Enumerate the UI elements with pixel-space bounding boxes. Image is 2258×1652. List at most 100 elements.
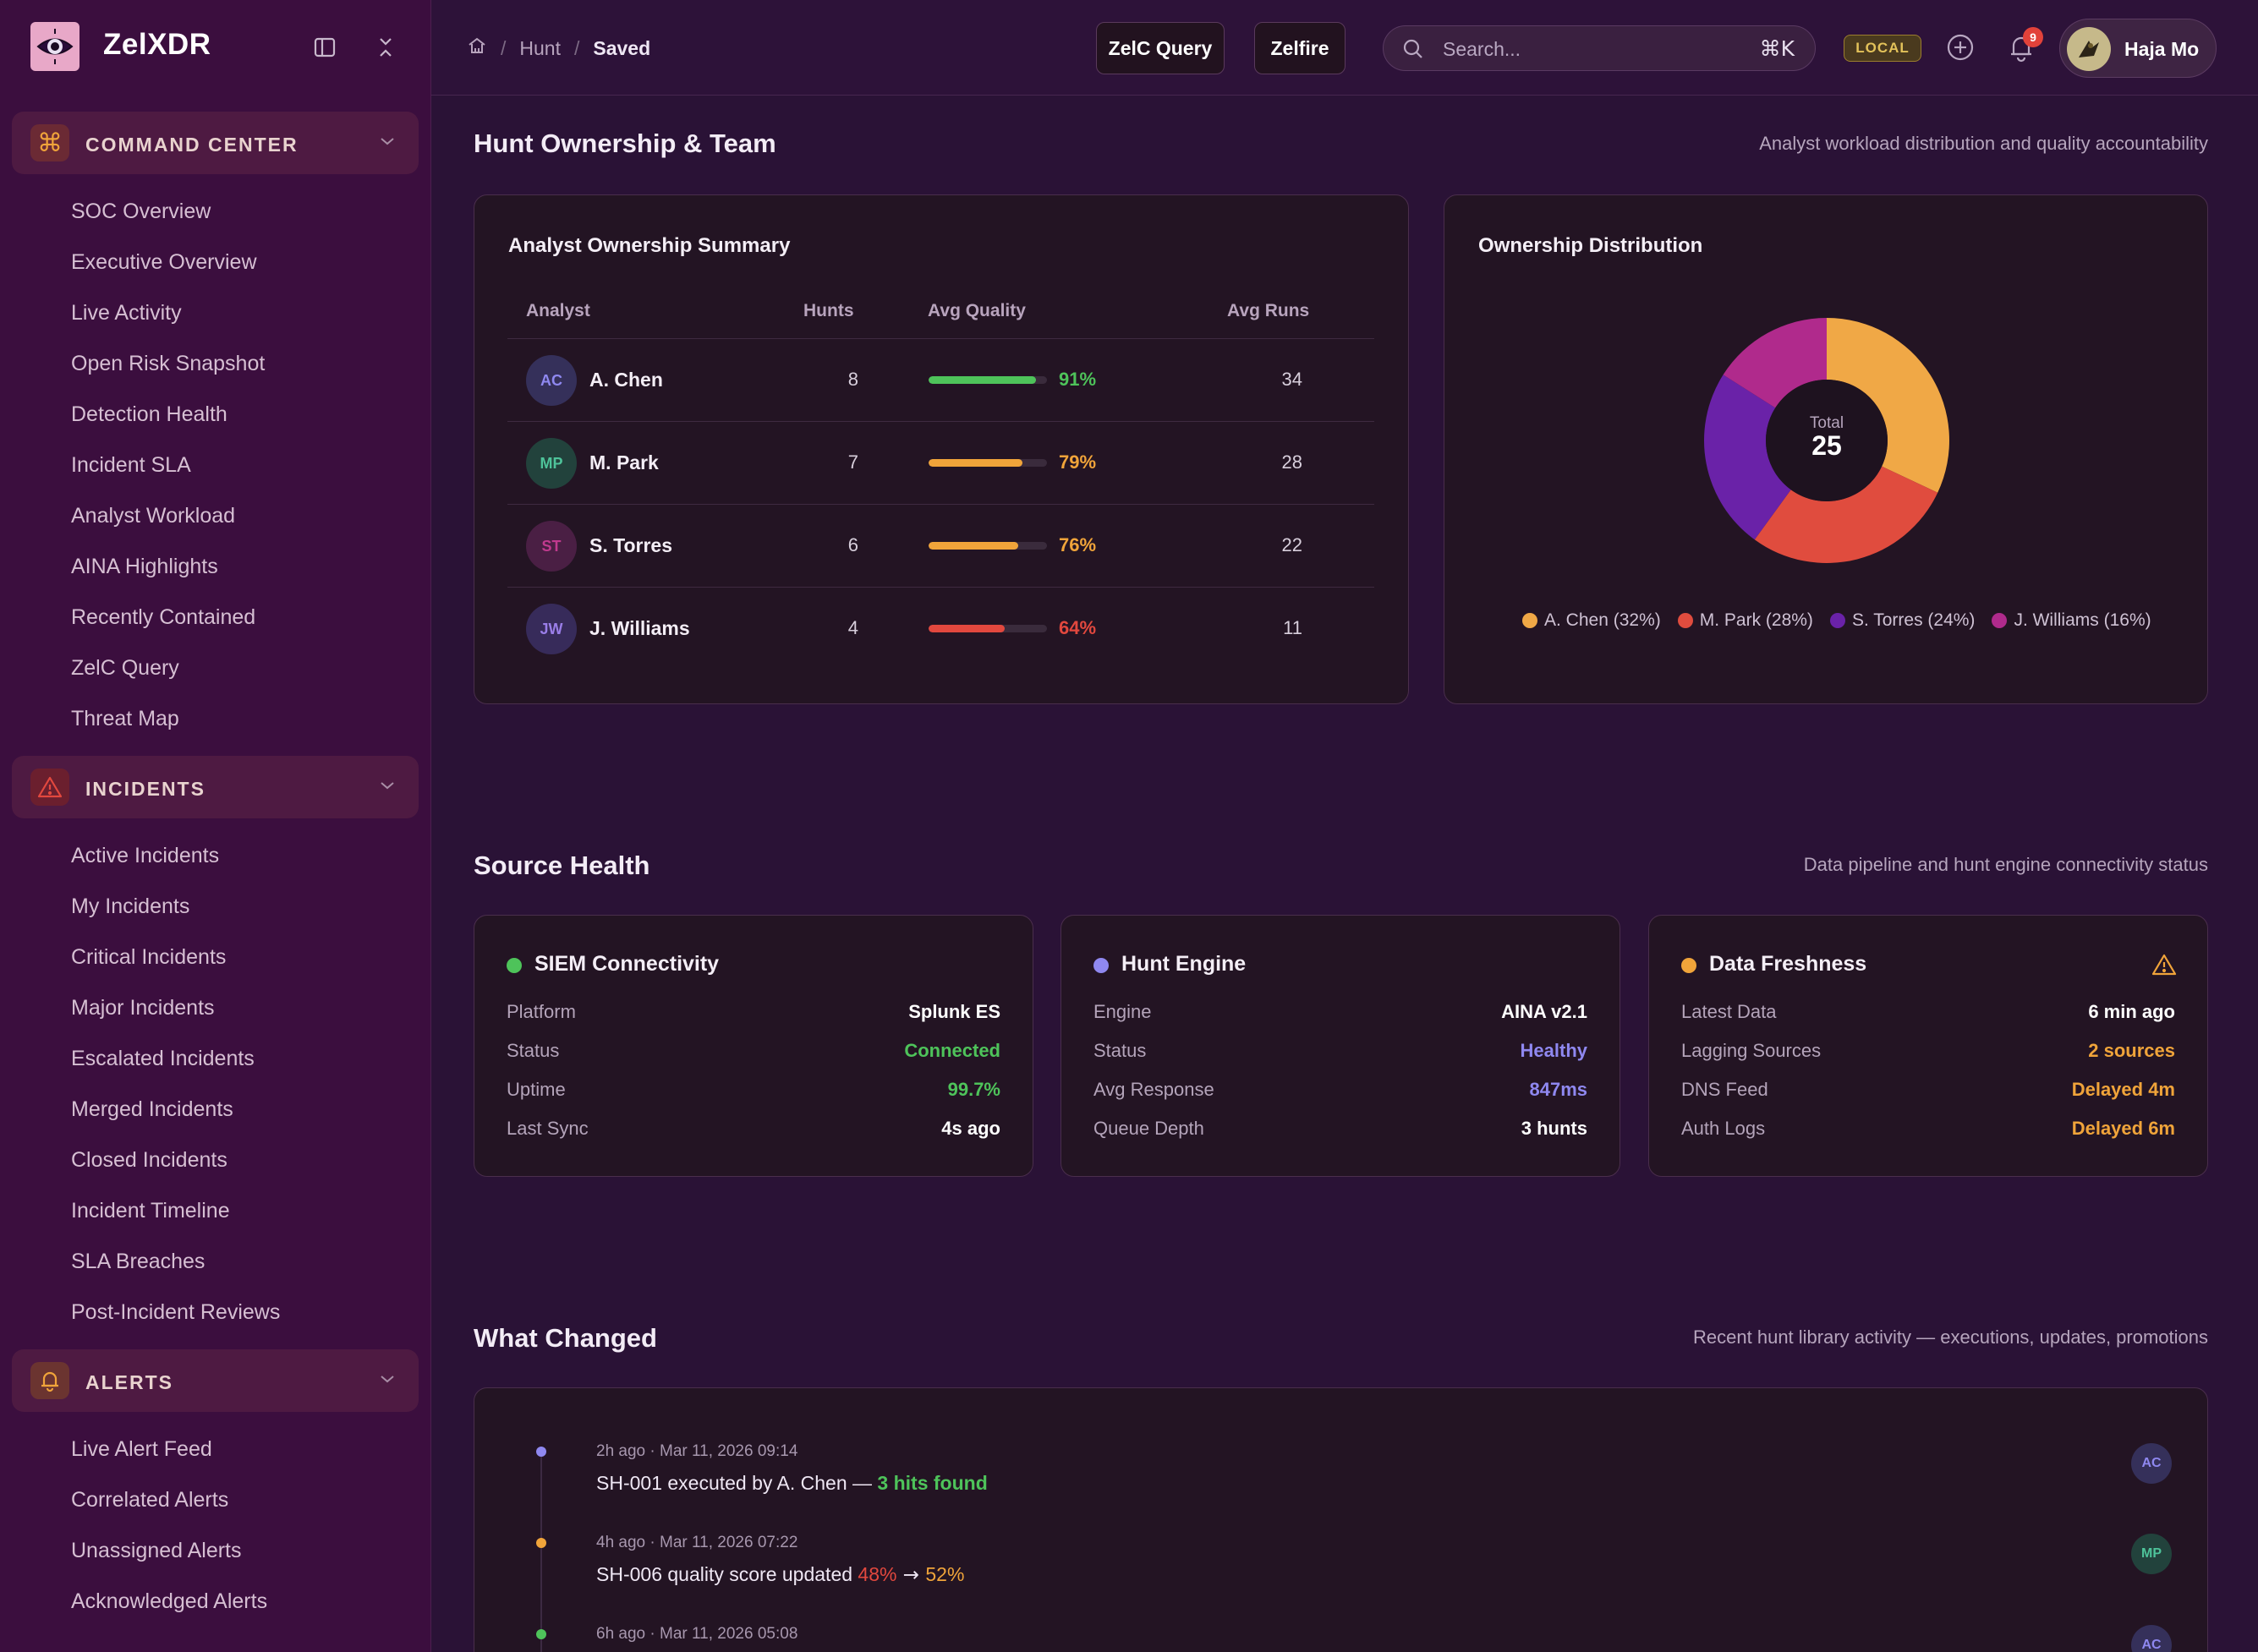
kv-row: Queue Depth 3 hunts: [1093, 1118, 1587, 1143]
sidebar-item-zelc-query[interactable]: ZelC Query: [71, 656, 179, 680]
legend-swatch: [1677, 613, 1693, 628]
donut-slice-s-torres[interactable]: [1704, 375, 1791, 540]
search-input[interactable]: Search... ⌘K: [1383, 25, 1816, 71]
table-row[interactable]: ST S. Torres 6 76% 22: [507, 504, 1374, 587]
sidebar-item-open-risk-snapshot[interactable]: Open Risk Snapshot: [71, 352, 266, 375]
sidebar-item-correlated-alerts[interactable]: Correlated Alerts: [71, 1488, 229, 1512]
sidebar-item-sla-breaches[interactable]: SLA Breaches: [71, 1250, 206, 1273]
sidebar-item-critical-incidents[interactable]: Critical Incidents: [71, 945, 227, 969]
table-row[interactable]: AC A. Chen 8 91% 34: [507, 338, 1374, 421]
add-circle-icon[interactable]: [1945, 32, 1976, 67]
legend-item: J. Williams (16%): [1992, 610, 2151, 631]
nav-group-incidents[interactable]: INCIDENTS: [12, 756, 419, 818]
siem-connectivity-card: SIEM Connectivity Platform Splunk ES Stat…: [474, 915, 1033, 1177]
quality-bar-fill: [929, 459, 1022, 467]
event-meta: 2h ago · Mar 11, 2026 09:14: [596, 1442, 797, 1461]
sidebar-item-live-alert-feed[interactable]: Live Alert Feed: [71, 1437, 212, 1461]
donut-total-value: 25: [1811, 430, 1842, 461]
warning-icon: [30, 769, 69, 806]
sidebar-item-merged-incidents[interactable]: Merged Incidents: [71, 1097, 233, 1121]
status-dot: [1681, 958, 1696, 973]
legend-item: S. Torres (24%): [1829, 610, 1976, 631]
card-title: Data Freshness: [1709, 952, 1867, 976]
legend-label: S. Torres (24%): [1851, 610, 1976, 630]
quality-bar-fill: [929, 542, 1019, 550]
event-text[interactable]: SH-006 quality score updated 48% → 52%: [596, 1563, 964, 1586]
event-ago: 6h ago: [596, 1625, 646, 1643]
sidebar-item-post-incident-reviews[interactable]: Post-Incident Reviews: [71, 1300, 281, 1324]
event-description: SH-006 quality score updated: [596, 1563, 858, 1585]
nav-group-command-center[interactable]: ⌘ COMMAND CENTER: [12, 112, 419, 174]
home-icon[interactable]: [467, 36, 487, 61]
sidebar-item-aina-highlights[interactable]: AINA Highlights: [71, 555, 218, 578]
sidebar-item-threat-map[interactable]: Threat Map: [71, 707, 179, 730]
sidebar-toggle-icon[interactable]: [310, 32, 340, 63]
collapse-icon[interactable]: [370, 32, 401, 63]
avatar: AC: [526, 355, 577, 406]
donut-slice-m-park[interactable]: [1754, 466, 1938, 563]
status-dot: [1093, 958, 1109, 973]
zelc-query-button[interactable]: ZelC Query: [1096, 22, 1225, 74]
sidebar-item-active-incidents[interactable]: Active Incidents: [71, 844, 220, 867]
sidebar-item-executive-overview[interactable]: Executive Overview: [71, 250, 257, 274]
kv-row: DNS Feed Delayed 4m: [1681, 1079, 2175, 1104]
sidebar-item-major-incidents[interactable]: Major Incidents: [71, 996, 215, 1020]
breadcrumb-separator: /: [501, 36, 507, 59]
sidebar-item-incident-timeline[interactable]: Incident Timeline: [71, 1199, 230, 1223]
sidebar-item-soc-overview[interactable]: SOC Overview: [71, 200, 211, 223]
timeline-line: [540, 1448, 542, 1652]
legend-label: A. Chen (32%): [1544, 610, 1661, 630]
sidebar-item-closed-incidents[interactable]: Closed Incidents: [71, 1148, 227, 1172]
activity-timeline-card: [474, 1387, 2208, 1652]
donut-slice-j-williams[interactable]: [1723, 318, 1827, 408]
kv-label: Auth Logs: [1681, 1118, 1766, 1139]
user-name: Haja Mo: [2124, 38, 2200, 60]
chevron-down-icon: [380, 780, 395, 795]
sidebar-item-detection-health[interactable]: Detection Health: [71, 402, 227, 426]
zelfire-button[interactable]: Zelfire: [1254, 22, 1345, 74]
col-header-avg-quality: Avg Quality: [928, 301, 1026, 320]
breadcrumb-parent[interactable]: Hunt: [519, 36, 561, 59]
event-meta: 6h ago · Mar 11, 2026 05:08: [596, 1625, 797, 1644]
sidebar-item-unassigned-alerts[interactable]: Unassigned Alerts: [71, 1539, 242, 1562]
legend-swatch: [1992, 613, 2008, 628]
app-name: ZelXDR: [103, 28, 211, 61]
user-menu[interactable]: Haja Mo: [2059, 19, 2217, 78]
sidebar-item-recently-contained[interactable]: Recently Contained: [71, 605, 256, 629]
avg-runs: 34: [1281, 369, 1302, 390]
breadcrumb-current: Saved: [593, 36, 651, 59]
status-dot: [507, 958, 522, 973]
sidebar-item-live-activity[interactable]: Live Activity: [71, 301, 182, 325]
quality-percent: 64%: [1059, 617, 1097, 638]
sidebar-item-acknowledged-alerts[interactable]: Acknowledged Alerts: [71, 1589, 268, 1613]
eye-logo-icon[interactable]: [30, 22, 79, 71]
event-meta-separator: ·: [649, 1625, 655, 1643]
quality-bar: [929, 376, 1047, 384]
event-to-value: 52%: [925, 1563, 965, 1585]
sidebar-item-incident-sla[interactable]: Incident SLA: [71, 453, 191, 477]
nav-group-alerts[interactable]: ALERTS: [12, 1349, 419, 1412]
sidebar-item-my-incidents[interactable]: My Incidents: [71, 894, 190, 918]
kv-label: Lagging Sources: [1681, 1040, 1822, 1061]
table-row[interactable]: JW J. Williams 4 64% 11: [507, 587, 1374, 670]
quality-bar: [929, 459, 1047, 467]
col-header-hunts: Hunts: [803, 301, 854, 320]
event-text[interactable]: SH-001 executed by A. Chen — 3 hits foun…: [596, 1472, 988, 1495]
sidebar-item-escalated-incidents[interactable]: Escalated Incidents: [71, 1047, 255, 1070]
card-title: SIEM Connectivity: [534, 952, 720, 976]
kv-value: AINA v2.1: [1501, 1001, 1587, 1022]
chevron-down-icon: [380, 135, 395, 150]
sidebar-item-analyst-workload[interactable]: Analyst Workload: [71, 504, 236, 528]
kv-label: Status: [507, 1040, 560, 1061]
event-ago: 2h ago: [596, 1442, 646, 1460]
quality-bar: [929, 542, 1047, 550]
kv-value: 847ms: [1529, 1079, 1587, 1100]
table-row[interactable]: MP M. Park 7 79% 28: [507, 421, 1374, 504]
donut-slice-a-chen[interactable]: [1827, 318, 1949, 493]
card-title: Ownership Distribution: [1478, 234, 1703, 257]
kv-label: Platform: [507, 1001, 576, 1022]
event-description: SH-001 executed by A. Chen —: [596, 1472, 878, 1494]
quality-percent: 91%: [1059, 369, 1097, 390]
event-date: Mar 11, 2026 05:08: [660, 1625, 798, 1643]
kv-label: DNS Feed: [1681, 1079, 1768, 1100]
